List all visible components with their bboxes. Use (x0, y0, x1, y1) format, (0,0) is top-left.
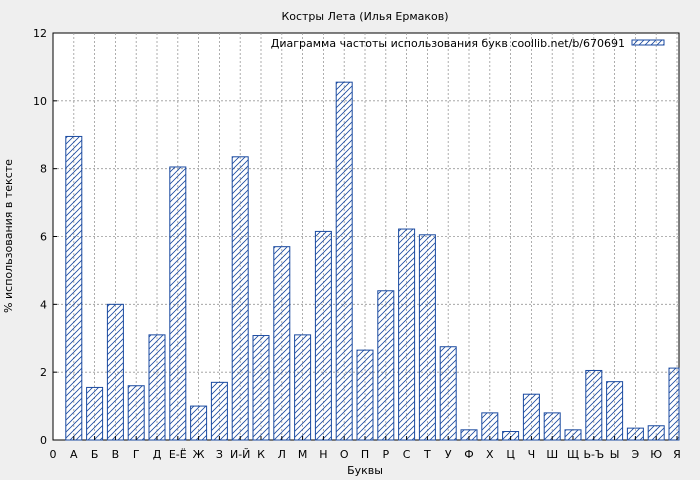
bar (668, 367, 680, 441)
x-tick-label: З (216, 448, 223, 461)
x-tick-label: Г (133, 448, 140, 461)
x-tick-label: Ь-Ъ (583, 448, 604, 461)
x-tick-label: М (298, 448, 308, 461)
bar (127, 385, 145, 441)
bar (481, 412, 499, 441)
x-tick-label: Щ (567, 448, 579, 461)
y-axis-label: % использования в тексте (2, 159, 15, 313)
bar (377, 290, 395, 441)
y-tick-label: 8 (40, 163, 47, 176)
bar (273, 246, 291, 441)
x-tick-label: Э (632, 448, 640, 461)
bars (65, 81, 680, 441)
y-tick-label: 6 (40, 231, 47, 244)
x-tick-label: П (361, 448, 369, 461)
y-tick-label: 10 (33, 95, 47, 108)
x-tick-label: Ш (546, 448, 558, 461)
bar (106, 303, 124, 441)
bar (294, 334, 312, 441)
bar (418, 234, 436, 441)
bar (335, 81, 353, 441)
x-tick-label: И-Й (230, 448, 250, 461)
bar (231, 156, 249, 441)
x-tick-label: Е-Ё (169, 448, 187, 461)
x-tick-label: О (340, 448, 349, 461)
x-tick-label: К (257, 448, 265, 461)
y-axis-ticks: 0 2 4 6 8 10 12 (33, 27, 57, 447)
bar (169, 166, 187, 441)
y-tick-label: 4 (40, 298, 47, 311)
x-tick-label: А (70, 448, 78, 461)
bar (356, 349, 374, 441)
x-tick-label: Ю (650, 448, 662, 461)
legend: Диаграмма частоты использования букв coo… (271, 37, 665, 50)
x-tick-label: Я (673, 448, 681, 461)
legend-swatch (631, 39, 665, 46)
x-tick-label: Ч (528, 448, 536, 461)
bar (86, 386, 104, 441)
x-tick-label: Ц (506, 448, 515, 461)
x-tick-label: Х (486, 448, 494, 461)
x-tick-label: Т (423, 448, 431, 461)
x-tick-label: У (445, 448, 452, 461)
y-tick-label: 12 (33, 27, 47, 40)
bar (314, 230, 332, 441)
x-tick-label: Б (91, 448, 99, 461)
x-tick-label: Ж (193, 448, 205, 461)
y-tick-label: 2 (40, 366, 47, 379)
x-tick-label: С (403, 448, 411, 461)
bar (210, 381, 228, 441)
x-axis-ticks: 0 А Б В Г Д Е-Ё Ж З И-Й К Л М Н О П Р С Т У Ф Х Ц Ч Ш Щ Ь-Ъ Ы Э Ю Я (50, 436, 681, 461)
x-tick-label: Д (153, 448, 162, 461)
legend-label: Диаграмма частоты использования букв coo… (271, 37, 625, 50)
bar (190, 405, 208, 441)
x-tick-label: Р (382, 448, 389, 461)
bar (252, 335, 270, 441)
bar (148, 334, 166, 441)
x-tick-label: 0 (50, 448, 57, 461)
bar (585, 369, 603, 441)
bar (606, 381, 624, 441)
x-tick-label: В (112, 448, 120, 461)
y-tick-label: 0 (40, 434, 47, 447)
bar (439, 346, 457, 441)
bar (65, 135, 83, 441)
x-tick-label: Ф (464, 448, 473, 461)
bar (522, 393, 540, 441)
bar (398, 228, 416, 441)
x-tick-label: Н (319, 448, 327, 461)
x-tick-label: Ы (610, 448, 620, 461)
bar (543, 412, 561, 441)
x-tick-label: Л (278, 448, 286, 461)
chart-title: Костры Лета (Илья Ермаков) (281, 10, 448, 23)
x-axis-label: Буквы (347, 464, 383, 477)
